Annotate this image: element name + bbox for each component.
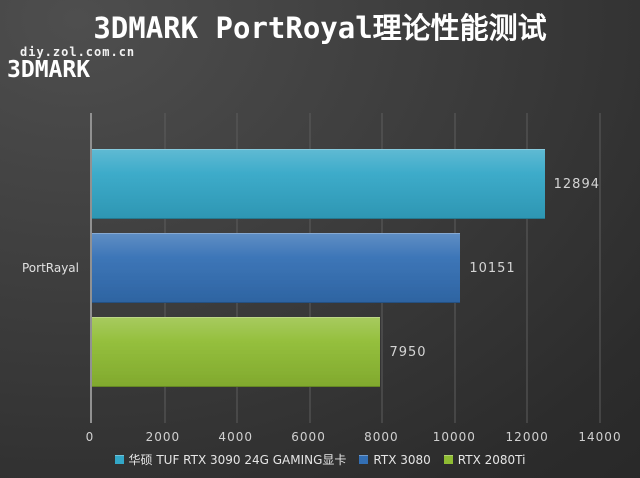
bar-value-label: 12894 (553, 176, 600, 192)
bar-value-label: 10151 (469, 260, 516, 276)
x-axis-tick-label: 12000 (505, 430, 549, 444)
benchmark-name-label: 3DMARK (7, 57, 91, 83)
legend-label: RTX 3080 (373, 452, 431, 467)
x-axis-tick-label: 6000 (291, 430, 326, 444)
legend-swatch-icon (359, 455, 369, 464)
x-axis-tick-label: 10000 (432, 430, 476, 444)
legend-item: RTX 2080Ti (443, 452, 526, 467)
series-bar (92, 317, 381, 387)
x-axis-tick-label: 8000 (364, 430, 399, 444)
y-axis-category-label: PortRayal (21, 261, 79, 275)
legend-label: RTX 2080Ti (457, 452, 526, 467)
x-axis-tick-labels: 0 2000 4000 6000 8000 10000 12000 14000 (86, 430, 621, 446)
x-axis-tick-label: 4000 (218, 430, 253, 444)
legend-item: RTX 3080 (359, 452, 431, 467)
legend-swatch-icon (443, 455, 453, 464)
gridline (599, 113, 601, 423)
bar-row: 7950 (92, 317, 600, 387)
bar-row: 10151 (92, 233, 600, 303)
bar-value-label: 7950 (389, 344, 427, 360)
chart-legend: 华硕 TUF RTX 3090 24G GAMING显卡 RTX 3080 RTX … (0, 451, 640, 468)
bars-container: 12894 10151 7950 (92, 113, 600, 423)
series-bar (92, 233, 461, 303)
legend-swatch-icon (114, 455, 124, 464)
bar-row: 12894 (92, 149, 600, 219)
series-bar (92, 149, 545, 219)
x-axis-tick-label: 14000 (578, 430, 622, 444)
site-watermark: diy.zol.com.cn (20, 45, 136, 59)
x-axis-tick-label: 2000 (145, 430, 181, 444)
plot-area: 12894 10151 7950 (90, 113, 601, 423)
x-axis-tick-label: 0 (85, 430, 95, 444)
chart-title: 3DMARK PortRoyal理论性能测试 (93, 11, 547, 45)
legend-label: 华硕 TUF RTX 3090 24G GAMING显卡 (128, 453, 347, 467)
gridline (526, 113, 528, 423)
legend-item: 华硕 TUF RTX 3090 24G GAMING显卡 (114, 451, 347, 468)
